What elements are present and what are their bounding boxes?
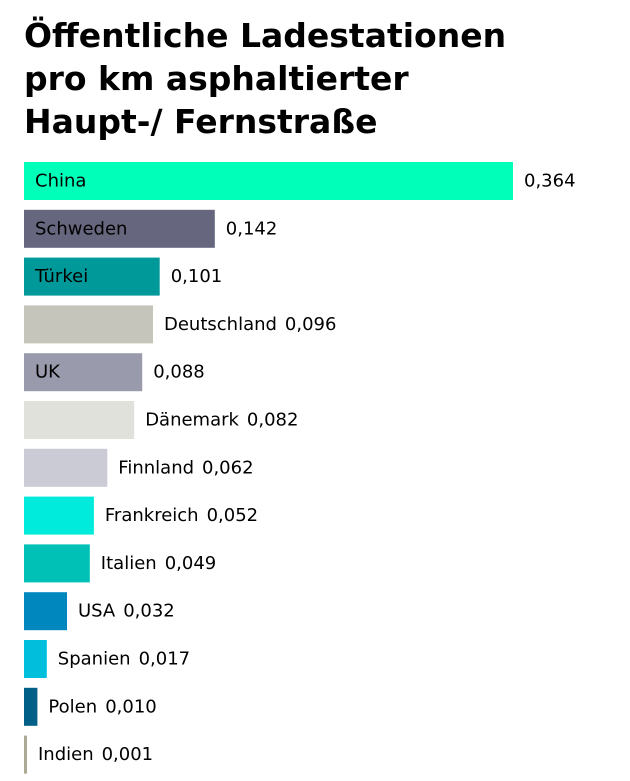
bar-group: China 0,364 <box>24 162 576 200</box>
value-label: 0,010 <box>105 696 157 717</box>
value-label: 0,088 <box>153 362 205 383</box>
value-label: 0,364 <box>524 171 576 192</box>
bar-group: Türkei 0,101 <box>24 257 223 296</box>
chart-title-line-2: pro km asphaltierter <box>24 59 409 98</box>
bar-group: Indien 0,001 <box>24 735 154 774</box>
value-label: 0,062 <box>202 457 254 478</box>
bar <box>24 496 94 535</box>
value-label: 0,052 <box>207 505 259 526</box>
bar <box>24 209 215 248</box>
chart-title-line-3: Haupt-/ Fernstraße <box>24 102 378 141</box>
bar <box>24 401 135 439</box>
bar-group: Schweden 0,142 <box>24 209 278 248</box>
bar <box>24 257 160 296</box>
bar <box>24 687 38 726</box>
value-label: 0,096 <box>285 314 337 335</box>
value-label: 0,032 <box>123 601 175 622</box>
value-label: 0,101 <box>171 266 223 287</box>
category-label: Spanien <box>58 649 131 670</box>
bar <box>24 305 153 344</box>
bar-group: Dänemark 0,082 <box>24 401 298 439</box>
category-label: USA <box>78 601 116 622</box>
bar-group: USA 0,032 <box>24 592 175 631</box>
value-label: 0,017 <box>139 649 191 670</box>
category-label: Dänemark <box>145 410 239 431</box>
chart-title-line-1: Öffentliche Ladestationen <box>24 16 507 55</box>
category-label: Deutschland <box>164 314 277 335</box>
category-label: Frankreich <box>105 505 199 526</box>
bar <box>24 353 143 392</box>
value-label: 0,001 <box>102 744 154 765</box>
category-label: Indien <box>38 744 94 765</box>
bar-group: Finnland 0,062 <box>24 448 254 487</box>
bar <box>24 448 108 487</box>
category-label: UK <box>35 362 61 383</box>
bar <box>24 544 90 583</box>
category-label: Italien <box>101 553 157 574</box>
category-label: Türkei <box>34 266 88 287</box>
bar-group: Deutschland 0,096 <box>24 305 337 344</box>
bar <box>24 592 67 631</box>
category-label: Polen <box>48 696 97 717</box>
bar <box>24 735 27 774</box>
bar-group: Italien 0,049 <box>24 544 217 583</box>
category-label: China <box>35 171 86 192</box>
bar-group: UK 0,088 <box>24 353 205 392</box>
bar-group: Polen 0,010 <box>24 687 157 726</box>
bar-group: Spanien 0,017 <box>24 640 190 678</box>
value-label: 0,082 <box>247 410 299 431</box>
chart-title: Öffentliche Ladestationen pro km asphalt… <box>24 14 604 143</box>
bar-group: Frankreich 0,052 <box>24 496 259 535</box>
value-label: 0,142 <box>226 218 278 239</box>
bar <box>24 640 47 678</box>
bar <box>24 162 513 200</box>
category-label: Schweden <box>35 218 127 239</box>
category-label: Finnland <box>118 457 194 478</box>
value-label: 0,049 <box>165 553 217 574</box>
